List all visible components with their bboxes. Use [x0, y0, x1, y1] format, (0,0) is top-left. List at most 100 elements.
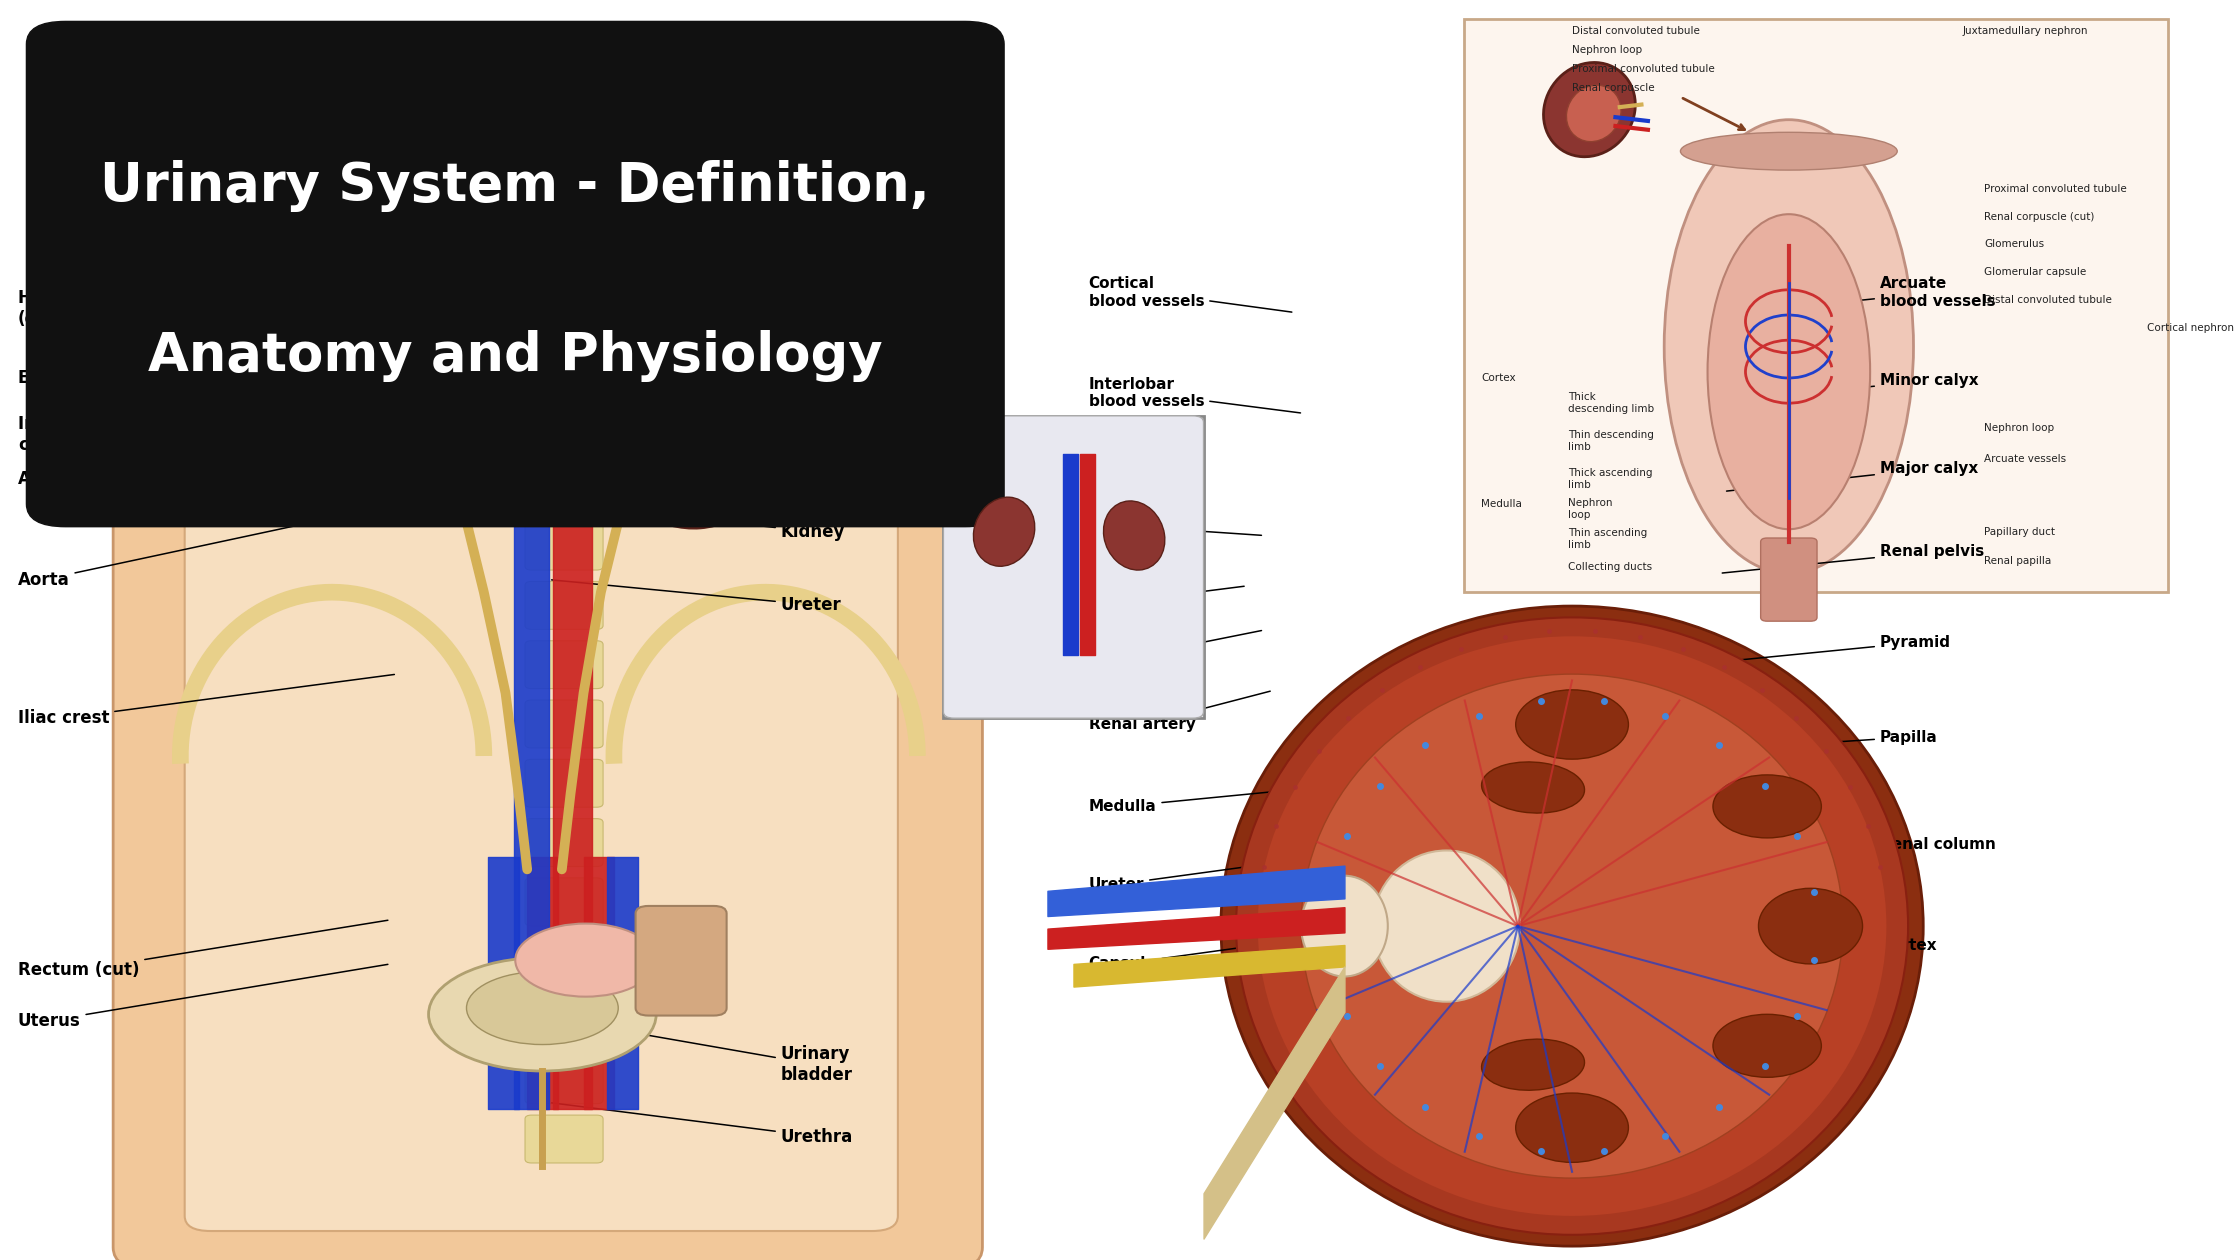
Text: Interlobar
blood vessels: Interlobar blood vessels: [1089, 377, 1301, 413]
Text: Ureter: Ureter: [1089, 859, 1299, 892]
FancyBboxPatch shape: [524, 522, 603, 570]
Text: Urinary System - Definition,: Urinary System - Definition,: [101, 160, 930, 212]
Text: Proximal convoluted tubule: Proximal convoluted tubule: [1985, 184, 2126, 194]
Ellipse shape: [466, 971, 618, 1045]
FancyBboxPatch shape: [524, 581, 603, 629]
Text: Urethra: Urethra: [551, 1102, 853, 1145]
Ellipse shape: [1301, 674, 1844, 1178]
Text: Cortex: Cortex: [1693, 930, 1938, 953]
Ellipse shape: [428, 958, 656, 1071]
Ellipse shape: [605, 384, 762, 528]
Ellipse shape: [1481, 762, 1584, 813]
Text: Renal artery: Renal artery: [600, 344, 896, 378]
Text: Papillary duct: Papillary duct: [1985, 527, 2054, 537]
Text: Thin descending
limb: Thin descending limb: [1568, 430, 1653, 452]
Text: Renal vein: Renal vein: [1089, 519, 1261, 536]
Text: Glomerular capsule: Glomerular capsule: [1985, 267, 2085, 277]
Ellipse shape: [1516, 1092, 1628, 1162]
Ellipse shape: [1714, 775, 1821, 838]
Text: Aorta: Aorta: [18, 504, 394, 588]
Text: Renal
nerve: Renal nerve: [1089, 630, 1261, 677]
FancyBboxPatch shape: [114, 40, 983, 1260]
Text: Renal pelvis: Renal pelvis: [1723, 544, 1985, 573]
Text: Papilla: Papilla: [1723, 730, 1938, 750]
FancyBboxPatch shape: [524, 701, 603, 748]
Text: Adrenal gland: Adrenal gland: [18, 398, 394, 488]
Text: Juxtamedullary nephron: Juxtamedullary nephron: [1962, 26, 2088, 37]
Ellipse shape: [1221, 606, 1924, 1246]
Text: Thick ascending
limb: Thick ascending limb: [1568, 467, 1653, 490]
Ellipse shape: [1104, 501, 1165, 570]
Text: Cortex: Cortex: [1481, 373, 1516, 383]
Text: Renal hilum: Renal hilum: [596, 397, 892, 418]
FancyBboxPatch shape: [943, 416, 1203, 718]
Text: Glomerulus: Glomerulus: [1985, 239, 2045, 249]
Text: Medulla: Medulla: [1089, 788, 1313, 814]
Text: Major calyx: Major calyx: [1727, 461, 1978, 491]
Text: Arcuate
blood vessels: Arcuate blood vessels: [1745, 276, 1996, 312]
FancyBboxPatch shape: [524, 107, 603, 155]
FancyBboxPatch shape: [1463, 19, 2168, 592]
Ellipse shape: [1758, 888, 1861, 964]
Text: Proximal convoluted tubule: Proximal convoluted tubule: [1572, 64, 1716, 74]
Text: Iliac crest: Iliac crest: [18, 674, 394, 727]
FancyBboxPatch shape: [524, 997, 603, 1045]
Ellipse shape: [1707, 214, 1870, 529]
Text: Inferior vena
cava: Inferior vena cava: [18, 354, 394, 454]
FancyBboxPatch shape: [27, 21, 1004, 527]
Ellipse shape: [1714, 1014, 1821, 1077]
Text: Renal artery: Renal artery: [1089, 692, 1270, 732]
Ellipse shape: [1566, 86, 1622, 141]
Ellipse shape: [629, 415, 728, 508]
FancyBboxPatch shape: [524, 819, 603, 867]
Text: Anatomy and Physiology: Anatomy and Physiology: [148, 330, 883, 382]
FancyBboxPatch shape: [524, 344, 603, 392]
Ellipse shape: [974, 498, 1035, 566]
Ellipse shape: [1373, 850, 1521, 1002]
Text: Nephron loop: Nephron loop: [1985, 423, 2054, 433]
Ellipse shape: [661, 359, 721, 410]
Ellipse shape: [1543, 63, 1635, 156]
Text: Medulla: Medulla: [1481, 499, 1521, 509]
FancyBboxPatch shape: [636, 906, 726, 1016]
FancyBboxPatch shape: [524, 1115, 603, 1163]
Text: Renal column: Renal column: [1693, 825, 1996, 852]
Text: Renal vein: Renal vein: [589, 450, 878, 467]
Text: Collecting ducts: Collecting ducts: [1568, 562, 1651, 572]
FancyBboxPatch shape: [524, 937, 603, 985]
Text: Thin ascending
limb: Thin ascending limb: [1568, 528, 1646, 551]
FancyBboxPatch shape: [1761, 538, 1817, 621]
FancyBboxPatch shape: [524, 878, 603, 926]
Text: Urinary
bladder: Urinary bladder: [567, 1021, 853, 1084]
Text: Rectum (cut): Rectum (cut): [18, 920, 388, 979]
Text: Distal convoluted tubule: Distal convoluted tubule: [1985, 295, 2112, 305]
FancyBboxPatch shape: [184, 92, 898, 1231]
FancyBboxPatch shape: [524, 226, 603, 273]
FancyBboxPatch shape: [524, 403, 603, 451]
Ellipse shape: [1236, 617, 1908, 1235]
Ellipse shape: [1257, 636, 1886, 1216]
Text: Renal papilla: Renal papilla: [1985, 556, 2052, 566]
Ellipse shape: [515, 924, 656, 997]
Text: Hepatic veins
(cut): Hepatic veins (cut): [18, 280, 388, 328]
Text: Esophagus (cut): Esophagus (cut): [18, 318, 394, 387]
Ellipse shape: [1301, 876, 1389, 976]
Text: Renal corpuscle (cut): Renal corpuscle (cut): [1985, 212, 2094, 222]
Text: Arcuate vessels: Arcuate vessels: [1985, 454, 2065, 464]
Ellipse shape: [347, 410, 446, 503]
Text: Ureter: Ureter: [551, 580, 842, 614]
Ellipse shape: [1680, 132, 1897, 170]
Text: Kidney: Kidney: [567, 504, 844, 541]
Ellipse shape: [354, 350, 414, 401]
Text: Uterus: Uterus: [18, 964, 388, 1029]
Ellipse shape: [314, 379, 473, 523]
Ellipse shape: [1516, 690, 1628, 759]
Text: Distal convoluted tubule: Distal convoluted tubule: [1572, 26, 1700, 37]
FancyBboxPatch shape: [524, 1056, 603, 1104]
Text: Minor calyx: Minor calyx: [1738, 373, 1978, 401]
FancyBboxPatch shape: [535, 123, 576, 267]
Text: Cortical
blood vessels: Cortical blood vessels: [1089, 276, 1292, 312]
FancyBboxPatch shape: [943, 416, 1203, 718]
FancyBboxPatch shape: [524, 166, 603, 214]
Text: Thick
descending limb: Thick descending limb: [1568, 392, 1653, 415]
